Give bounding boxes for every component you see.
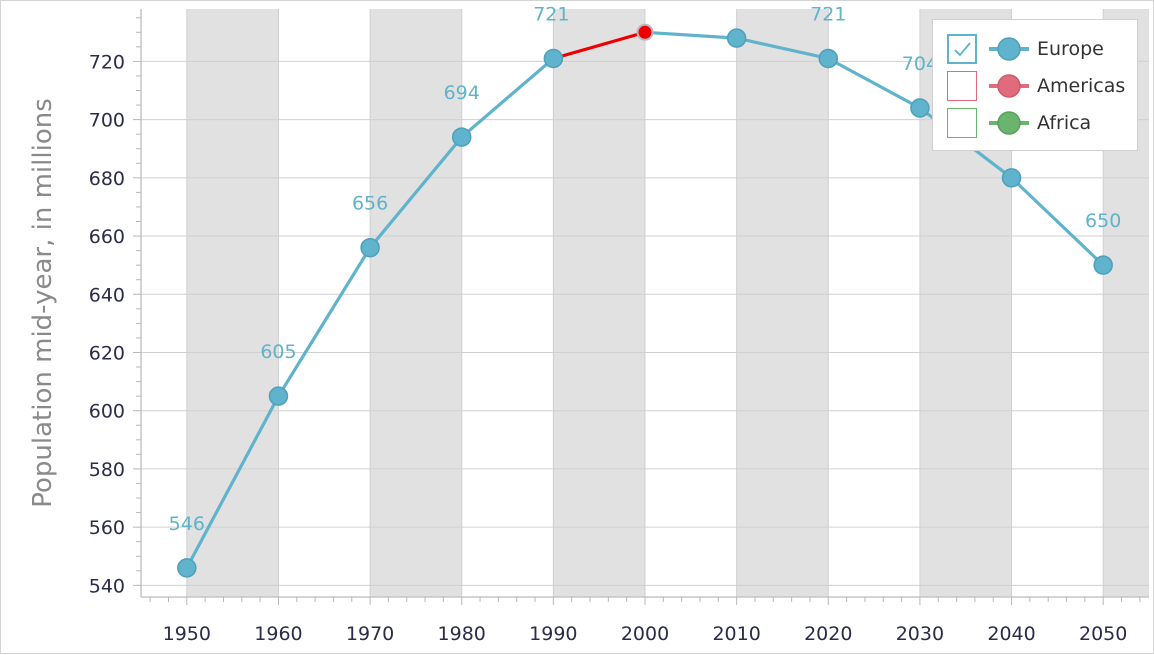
y-tick-label: 540 [89,575,125,597]
x-tick-label: 1970 [346,623,394,645]
x-tick-label: 1980 [438,623,486,645]
legend-checkbox-europe[interactable] [947,34,977,64]
europe-series-segment [826,56,922,110]
europe-data-label: 650 [1085,210,1121,232]
europe-series-segment [185,394,281,570]
y-tick-label: 700 [89,110,125,132]
interlaced-band [370,9,462,597]
europe-series-segment [1009,176,1105,267]
x-tick-label: 2040 [987,623,1035,645]
x-tick-label: 2000 [621,623,669,645]
europe-data-label: 546 [169,513,205,535]
legend-marker-americas-icon [989,71,1029,101]
legend-label-europe: Europe [1037,38,1104,60]
interlaced-band [553,9,645,597]
legend-checkbox-africa[interactable] [947,108,977,138]
x-tick-label: 2020 [804,623,852,645]
europe-point [726,28,747,48]
y-tick-label: 600 [89,401,125,423]
legend-label-africa: Africa [1037,112,1092,134]
checkmark-icon [954,42,971,57]
interlaced-band [736,9,829,597]
europe-data-label: 694 [444,82,480,104]
europe-data-label: 704 [902,53,938,75]
europe-series-segment [551,30,647,61]
x-tick-label: 1990 [529,623,577,645]
y-tick-label: 580 [89,459,125,481]
legend-checkbox-americas[interactable] [947,71,977,101]
europe-data-label: 721 [533,3,569,25]
legend-item-europe[interactable]: Europe [947,34,1133,64]
y-tick-label: 640 [89,284,125,306]
europe-point [1001,168,1022,188]
x-tick-label: 2030 [896,623,944,645]
y-tick-label: 680 [89,168,125,190]
europe-data-label: 656 [352,193,388,215]
europe-point [177,558,197,578]
legend-label-americas: Americas [1037,75,1126,97]
europe-data-label: 728 [675,1,711,5]
x-tick-label: 1960 [254,623,302,645]
europe-series-segment [276,246,372,398]
europe-point [1093,255,1113,275]
europe-series-segment [460,56,555,139]
y-tick-label: 660 [89,226,125,248]
x-tick-label: 1950 [163,623,211,645]
europe-data-label: 721 [810,3,846,25]
europe-data-label: 605 [260,341,296,363]
europe-point [910,98,930,118]
x-tick-label: 2010 [712,623,760,645]
europe-point [451,127,472,147]
legend-marker-africa-icon [989,108,1029,138]
europe-point [268,386,289,406]
europe-point [360,237,380,258]
europe-series-segment [368,135,464,250]
y-tick-label: 720 [89,51,125,73]
legend-item-africa[interactable]: Africa [947,108,1133,138]
europe-point-highlighted [636,23,654,41]
y-axis-title: Population mid-year, in millions [28,98,58,508]
x-tick-label: 2050 [1079,623,1127,645]
legend-marker-europe-icon [989,34,1029,64]
europe-series-segment [735,36,830,61]
legend-item-americas[interactable]: Americas [947,71,1133,101]
europe-point [543,48,564,69]
interlaced-band [186,9,279,597]
y-tick-label: 620 [89,342,125,364]
europe-point [818,48,839,69]
legend: Europe Americas Africa [932,19,1138,151]
europe-series-segment [643,30,739,40]
y-tick-label: 560 [89,517,125,539]
